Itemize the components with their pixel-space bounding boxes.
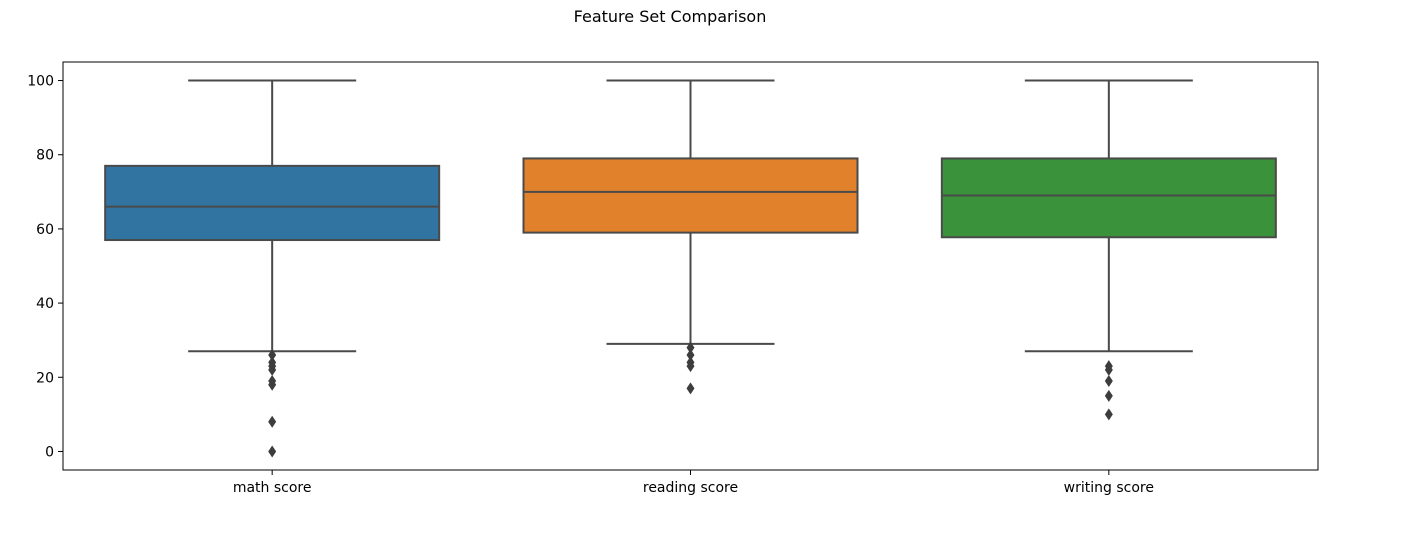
outlier-point xyxy=(268,349,277,362)
outlier-point xyxy=(686,341,695,354)
box xyxy=(940,157,1277,239)
outlier-point xyxy=(1104,389,1113,402)
outlier-point xyxy=(686,382,695,395)
y-tick-label: 40 xyxy=(36,296,54,312)
plot-area: 0 20 40 60 80 100 math score reading score writi… xyxy=(27,61,1319,496)
outlier-point xyxy=(1104,374,1113,387)
y-tick-label: 0 xyxy=(45,444,54,460)
outlier-point xyxy=(1104,363,1113,376)
outlier-point xyxy=(268,445,277,458)
outlier-point xyxy=(268,378,277,391)
y-tick-label: 80 xyxy=(36,148,54,164)
box xyxy=(104,164,441,242)
outlier-point xyxy=(1104,408,1113,421)
outlier-point xyxy=(268,415,277,428)
box xyxy=(522,157,859,234)
y-tick-label: 60 xyxy=(36,222,54,238)
outlier-point xyxy=(686,349,695,362)
y-tick-label: 20 xyxy=(36,370,54,386)
x-tick-label: reading score xyxy=(643,480,738,496)
y-tick-label: 100 xyxy=(27,74,54,90)
outlier-point xyxy=(268,363,277,376)
chart-title: Feature Set Comparison xyxy=(574,7,767,26)
x-tick-label: writing score xyxy=(1064,480,1154,496)
outlier-point xyxy=(686,360,695,373)
x-tick-label: math score xyxy=(233,480,312,496)
